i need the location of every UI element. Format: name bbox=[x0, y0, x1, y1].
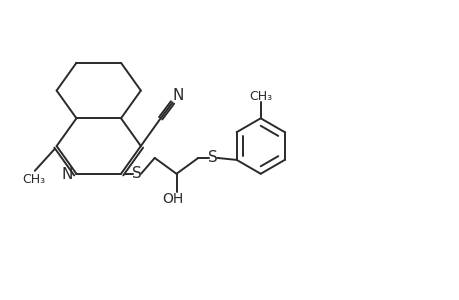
Text: S: S bbox=[208, 150, 218, 165]
Text: OH: OH bbox=[162, 192, 183, 206]
Text: N: N bbox=[62, 167, 73, 182]
Text: N: N bbox=[172, 88, 183, 103]
Text: CH₃: CH₃ bbox=[22, 173, 45, 186]
Text: CH₃: CH₃ bbox=[249, 90, 272, 103]
Text: S: S bbox=[132, 166, 141, 181]
